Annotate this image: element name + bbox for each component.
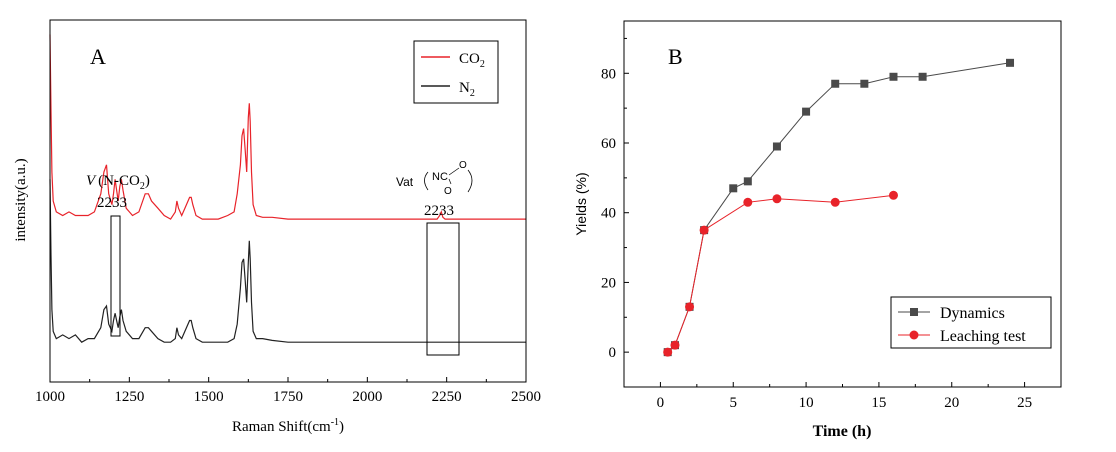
raman-x-tick-label: 2000 [352, 389, 382, 405]
peak-1207-annotation-sub: 2 [140, 181, 145, 192]
legend-co2-sub: 2 [480, 59, 485, 70]
point-leaching-test [743, 197, 753, 207]
yields-y-tick-label: 80 [601, 66, 616, 82]
point-dynamics [918, 72, 927, 81]
point-leaching-test [670, 340, 680, 350]
point-leaching-test [888, 190, 898, 200]
point-dynamics [729, 184, 738, 193]
raman-x-ticks: 1000 1250 1500 1750 2000 2250 2500 [35, 377, 541, 405]
yields-x-tick-label: 15 [871, 395, 886, 411]
point-leaching-test [830, 197, 840, 207]
yields-x-title: Time (h) [813, 423, 872, 440]
peak-1207-annotation: V (N-CO2) [86, 173, 150, 192]
raman-series-co2 [49, 34, 526, 220]
yields-x-tick-label: 5 [730, 395, 738, 411]
raman-y-title: intensity(a.u.) [13, 158, 29, 241]
raman-x-tick-label: 2250 [432, 389, 462, 405]
legend-leaching-label: Leaching test [940, 328, 1026, 345]
yields-x-tick-label: 25 [1017, 395, 1032, 411]
yields-legend: Dynamics Leaching test [890, 296, 1052, 349]
peak-2233-structure: Vat NC O O [396, 160, 473, 197]
point-leaching-test [699, 225, 709, 235]
raman-legend-box [413, 40, 499, 104]
yields-ticks: 0 5 10 15 20 25 0 20 40 60 80 [601, 37, 1032, 411]
peak-1207-value: 2233 [97, 195, 127, 211]
raman-series-n2 [49, 179, 526, 343]
peak-2233-o1: O [459, 160, 467, 171]
right-paren-icon [467, 169, 473, 193]
point-dynamics [772, 142, 781, 151]
legend-n2-sub: 2 [470, 88, 475, 99]
yields-x-tick-label: 20 [944, 395, 959, 411]
yields-chart: 0 5 10 15 20 25 0 20 40 60 80 B Time (h) Yields (%… [573, 20, 1062, 440]
peak-1207-annotation-close: ) [145, 173, 150, 189]
left-paren-icon [424, 171, 429, 191]
raman-x-tick-label: 1000 [35, 389, 65, 405]
raman-chart: 1000 1250 1500 1750 2000 2250 2500 A V (N-CO2) … [13, 19, 541, 435]
point-dynamics [802, 107, 811, 116]
raman-x-tick-label: 1500 [194, 389, 224, 405]
point-dynamics [1006, 58, 1015, 67]
point-dynamics [831, 79, 840, 88]
raman-panel-label: A [90, 44, 106, 69]
legend-leaching-marker [909, 330, 919, 340]
yields-x-tick-label: 10 [799, 395, 814, 411]
yields-panel-label: B [668, 44, 683, 69]
yields-y-tick-label: 20 [601, 275, 616, 291]
raman-x-title-sup: -1 [331, 417, 339, 428]
peak-2233-value: 2233 [424, 203, 454, 219]
peak-2233-prefix: Vat [396, 175, 414, 189]
yields-y-title: Yields (%) [573, 172, 589, 235]
point-dynamics [889, 72, 898, 81]
point-dynamics [860, 79, 869, 88]
legend-dynamics-label: Dynamics [940, 305, 1005, 322]
legend-co2-label: CO2 [459, 51, 485, 70]
raman-legend: CO2 N2 [413, 40, 499, 104]
raman-x-title: Raman Shift(cm-1) [232, 417, 344, 435]
raman-x-tick-label: 2500 [511, 389, 541, 405]
peak-1207-box [110, 215, 121, 337]
yields-y-tick-label: 40 [601, 206, 616, 222]
peak-2233-nc: NC [432, 171, 448, 183]
single-bond-icon [448, 178, 452, 185]
point-leaching-test [685, 302, 695, 312]
raman-x-tick-label: 1250 [114, 389, 144, 405]
yields-y-tick-label: 60 [601, 136, 616, 152]
peak-2233-box [426, 222, 460, 356]
peak-2233-o2: O [444, 186, 452, 197]
double-bond-icon [448, 167, 460, 176]
yields-y-tick-label: 0 [609, 345, 617, 361]
point-dynamics [743, 177, 752, 186]
legend-dynamics-marker [910, 308, 918, 316]
peak-1207-annotation-italic: V [86, 173, 97, 189]
yields-series-group [663, 58, 1015, 357]
raman-x-tick-label: 1750 [273, 389, 303, 405]
point-leaching-test [772, 194, 782, 204]
raman-series-group [49, 34, 526, 343]
yields-legend-box [890, 296, 1052, 349]
yields-x-tick-label: 0 [657, 395, 665, 411]
peak-1207-annotation-text: (N-CO [98, 173, 140, 189]
point-leaching-test [663, 347, 673, 357]
raman-x-title-close: ) [339, 419, 344, 435]
series-line-leaching-test [667, 194, 894, 353]
